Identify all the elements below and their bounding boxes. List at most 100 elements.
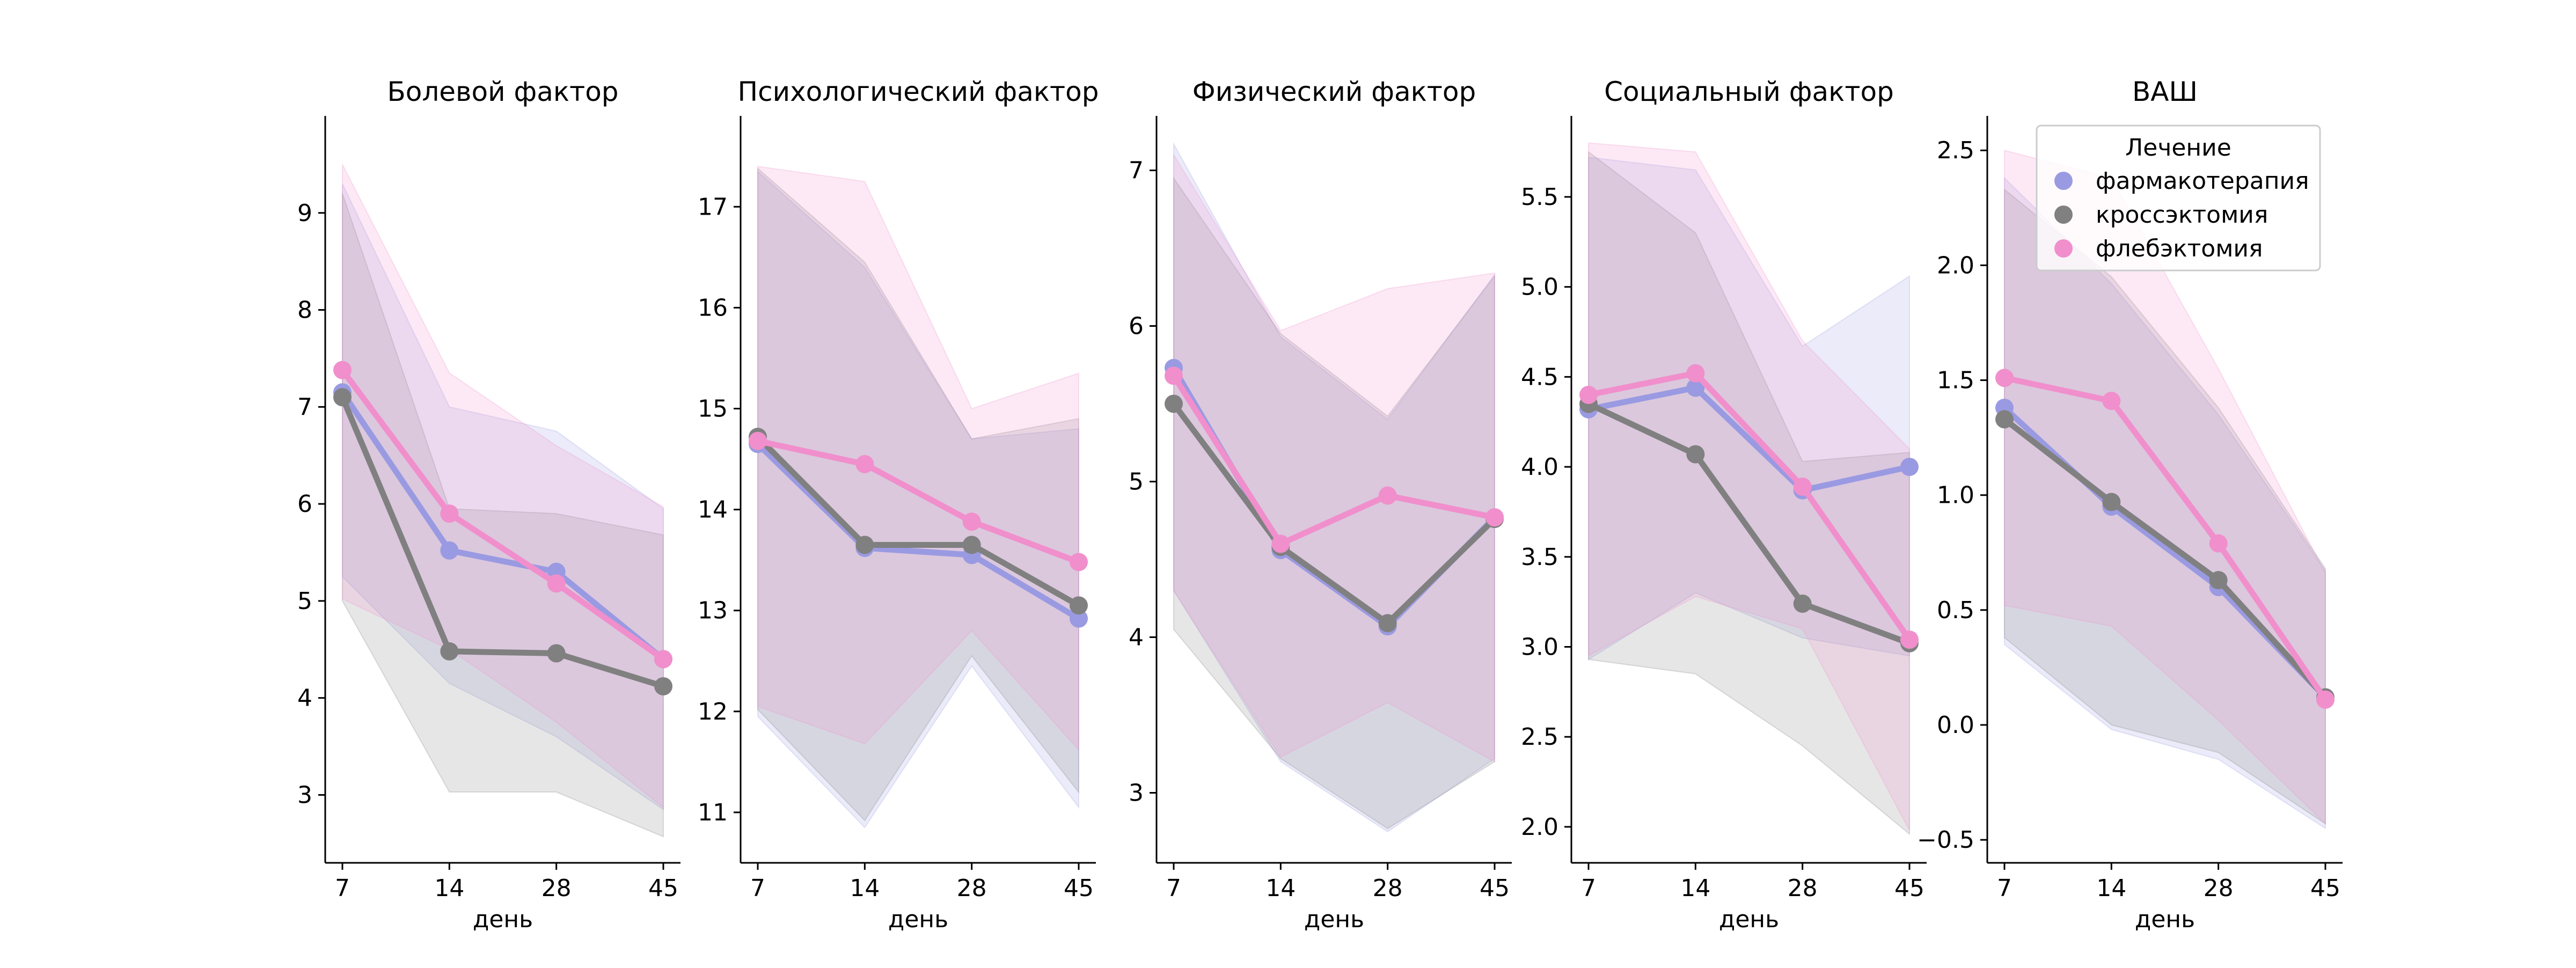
y-tick-label: 12 — [698, 698, 728, 725]
x-tick-label: 45 — [1064, 875, 1094, 902]
y-tick-label: 4.0 — [1521, 453, 1558, 481]
data-point — [749, 431, 767, 450]
data-point — [2209, 571, 2228, 590]
x-tick-label: 14 — [1680, 875, 1710, 902]
data-point — [547, 574, 566, 593]
y-tick-label: 13 — [698, 597, 728, 625]
data-point — [855, 536, 874, 554]
y-tick-label: 7 — [297, 393, 312, 421]
series-line-2 — [339, 394, 667, 690]
data-point — [1165, 366, 1183, 385]
data-point — [962, 536, 981, 554]
data-point — [1485, 508, 1504, 527]
x-tick-label: 14 — [1265, 875, 1296, 902]
y-tick-label: 6 — [1129, 313, 1144, 340]
confidence-band-3 — [1173, 152, 1495, 763]
data-point — [1378, 486, 1397, 505]
data-point — [2316, 690, 2334, 709]
y-tick-label: 0.5 — [1937, 597, 1974, 624]
series-line-3 — [2001, 375, 2329, 703]
y-tick-label: 5 — [1129, 468, 1144, 496]
confidence-band-2 — [1173, 176, 1495, 830]
x-tick-label: 7 — [1166, 875, 1181, 902]
data-point — [1686, 378, 1705, 397]
x-tick-label: 28 — [957, 875, 987, 902]
data-point — [1165, 394, 1183, 413]
y-tick-label: −0.5 — [1917, 826, 1974, 854]
y-tick-label: 9 — [297, 200, 312, 227]
legend-label: кроссэктомия — [2096, 201, 2268, 229]
data-point — [1271, 534, 1290, 553]
x-axis-label: день — [888, 906, 948, 933]
y-tick-label: 3 — [297, 781, 312, 809]
series-line-3 — [1585, 370, 1913, 643]
confidence-band-1 — [2004, 177, 2326, 830]
confidence-band-2 — [2004, 188, 2326, 825]
data-point — [440, 504, 459, 523]
y-tick-label: 8 — [297, 297, 312, 324]
data-point — [1579, 385, 1598, 404]
chart-panel-5: ВАШ −0.5 0.0 0.5 1.0 1.5 2.0 2.5 7 14 28 45 день Лече… — [1917, 76, 2343, 933]
data-point — [1686, 445, 1705, 464]
series-line-2 — [1585, 401, 1913, 647]
data-point — [333, 361, 352, 379]
y-tick-label: 14 — [698, 496, 728, 524]
y-tick-label: 2.0 — [1937, 252, 1974, 279]
legend-marker — [2054, 239, 2073, 258]
x-tick-label: 28 — [1788, 875, 1818, 902]
data-point — [1900, 458, 1919, 476]
x-tick-label: 7 — [335, 875, 350, 902]
series-line-1 — [339, 389, 667, 662]
confidence-band-3 — [342, 164, 664, 809]
x-tick-label: 28 — [1373, 875, 1403, 902]
data-point — [654, 677, 672, 695]
data-point — [962, 512, 981, 531]
legend-label: флебэктомия — [2096, 235, 2263, 262]
x-tick-label: 7 — [1997, 875, 2012, 902]
y-tick-label: 4 — [1129, 624, 1144, 651]
confidence-band-3 — [757, 165, 1079, 751]
series-line-1 — [755, 441, 1082, 622]
data-point — [547, 644, 566, 663]
data-point — [2102, 493, 2121, 511]
data-point — [1378, 614, 1397, 633]
y-tick-label: 17 — [698, 193, 728, 221]
data-point — [1900, 630, 1919, 649]
data-point — [2102, 392, 2121, 410]
x-axis-label: день — [473, 906, 533, 933]
data-point — [1793, 477, 1812, 496]
data-point — [1070, 609, 1088, 628]
y-tick-label: 16 — [698, 294, 728, 321]
x-tick-label: 45 — [1894, 875, 1924, 902]
y-tick-label: 5.5 — [1521, 184, 1558, 211]
y-tick-label: 2.5 — [1937, 137, 1974, 164]
chart-panel-4: Социальный фактор 2.0 2.5 3.0 3.5 4.0 4.5 5.0 5.… — [1521, 76, 1927, 933]
data-point — [1686, 364, 1705, 383]
legend-marker — [2054, 206, 2073, 224]
y-tick-label: 11 — [698, 799, 728, 826]
series-line-3 — [339, 367, 667, 662]
confidence-band-2 — [1588, 151, 1910, 835]
y-tick-label: 3 — [1129, 780, 1144, 807]
confidence-band-3 — [1588, 142, 1910, 831]
y-tick-label: 3.5 — [1521, 544, 1558, 571]
series-line-2 — [2001, 416, 2329, 701]
y-tick-label: 2.0 — [1521, 813, 1558, 841]
x-axis-label: день — [2135, 906, 2195, 933]
data-point — [855, 454, 874, 473]
y-tick-label: 1.0 — [1937, 482, 1974, 509]
y-tick-label: 5.0 — [1521, 274, 1558, 301]
y-tick-label: 15 — [698, 395, 728, 423]
y-tick-label: 1.5 — [1937, 367, 1974, 394]
data-point — [654, 650, 672, 669]
x-tick-label: 28 — [2204, 875, 2234, 902]
series-line-2 — [1170, 401, 1498, 626]
data-point — [440, 541, 459, 560]
y-tick-label: 0.0 — [1937, 712, 1974, 739]
data-point — [2209, 534, 2228, 553]
y-tick-label: 4.5 — [1521, 363, 1558, 391]
data-point — [333, 388, 352, 407]
